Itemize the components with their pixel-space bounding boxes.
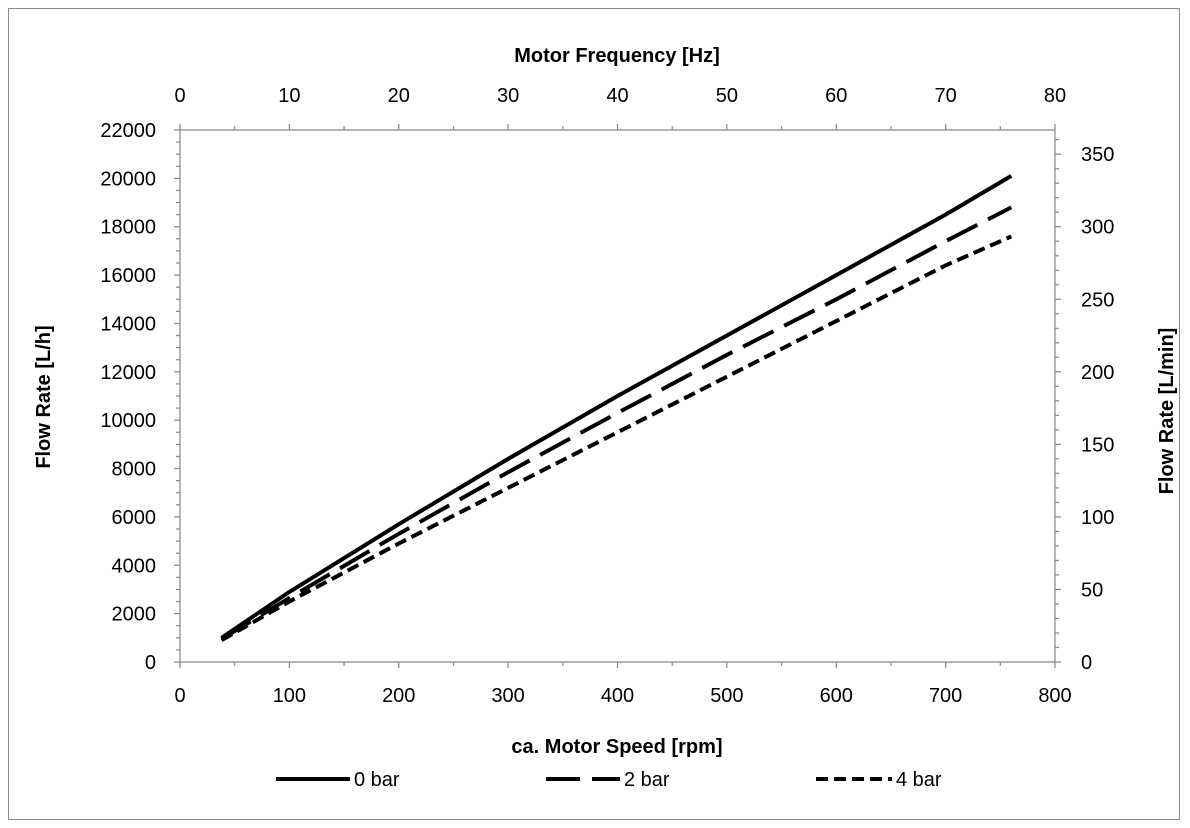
y-tick-label: 2000: [112, 604, 157, 626]
x2-axis-title: Motor Frequency [Hz]: [514, 45, 720, 67]
legend-label-0bar: 0 bar: [354, 769, 400, 791]
y-axis-title: Flow Rate [L/h]: [33, 325, 55, 468]
y2-tick-label: 100: [1081, 507, 1114, 529]
x2-tick-label: 40: [606, 85, 628, 107]
y2-tick-label: 200: [1081, 362, 1114, 384]
x-tick-label: 400: [601, 685, 634, 707]
legend: 0 bar 2 bar 4 bar: [276, 769, 942, 791]
x2-tick-label: 30: [497, 85, 519, 107]
chart-frame: [8, 8, 1180, 820]
ticks: 0 100 200 300 400 500 600 700 8000 10 20 30 40 50 60 70…: [100, 85, 1114, 707]
y2-tick-label: 50: [1081, 579, 1103, 601]
y-tick-label: 16000: [100, 265, 156, 287]
legend-label-4bar: 4 bar: [896, 769, 942, 791]
x-tick-label: 100: [273, 685, 306, 707]
x-tick-label: 700: [929, 685, 962, 707]
x-tick-label: 200: [382, 685, 415, 707]
x2-tick-label: 10: [278, 85, 300, 107]
y-tick-label: 12000: [100, 362, 156, 384]
y2-tick-label: 250: [1081, 289, 1114, 311]
x2-tick-label: 0: [174, 85, 185, 107]
y-tick-label: 8000: [112, 459, 157, 481]
x-tick-label: 600: [820, 685, 853, 707]
x-tick-label: 800: [1038, 685, 1071, 707]
y2-tick-label: 300: [1081, 217, 1114, 239]
x2-tick-label: 50: [716, 85, 738, 107]
x2-tick-label: 80: [1044, 85, 1066, 107]
x2-tick-label: 60: [825, 85, 847, 107]
x-tick-label: 500: [710, 685, 743, 707]
x2-tick-label: 20: [388, 85, 410, 107]
series-line-4bar: [220, 234, 1013, 642]
legend-label-2bar: 2 bar: [624, 769, 670, 791]
y-tick-label: 18000: [100, 217, 156, 239]
y2-tick-label: 150: [1081, 434, 1114, 456]
y2-tick-label: 350: [1081, 144, 1114, 166]
x-axis-title: ca. Motor Speed [rpm]: [511, 736, 722, 758]
y2-tick-label: 0: [1081, 652, 1092, 674]
series-lines: [220, 174, 1013, 642]
y-tick-label: 14000: [100, 313, 156, 335]
y-tick-label: 0: [145, 652, 156, 674]
x2-tick-label: 70: [935, 85, 957, 107]
x-tick-label: 300: [491, 685, 524, 707]
series-line-0bar: [220, 174, 1013, 640]
y2-axis-title: Flow Rate [L/min]: [1156, 328, 1178, 495]
y-tick-label: 4000: [112, 555, 157, 577]
y-tick-label: 22000: [100, 120, 156, 142]
series-line-2bar: [220, 205, 1013, 641]
y-tick-label: 10000: [100, 410, 156, 432]
y-tick-label: 20000: [100, 168, 156, 190]
y-tick-label: 6000: [112, 507, 157, 529]
x-tick-label: 0: [174, 685, 185, 707]
